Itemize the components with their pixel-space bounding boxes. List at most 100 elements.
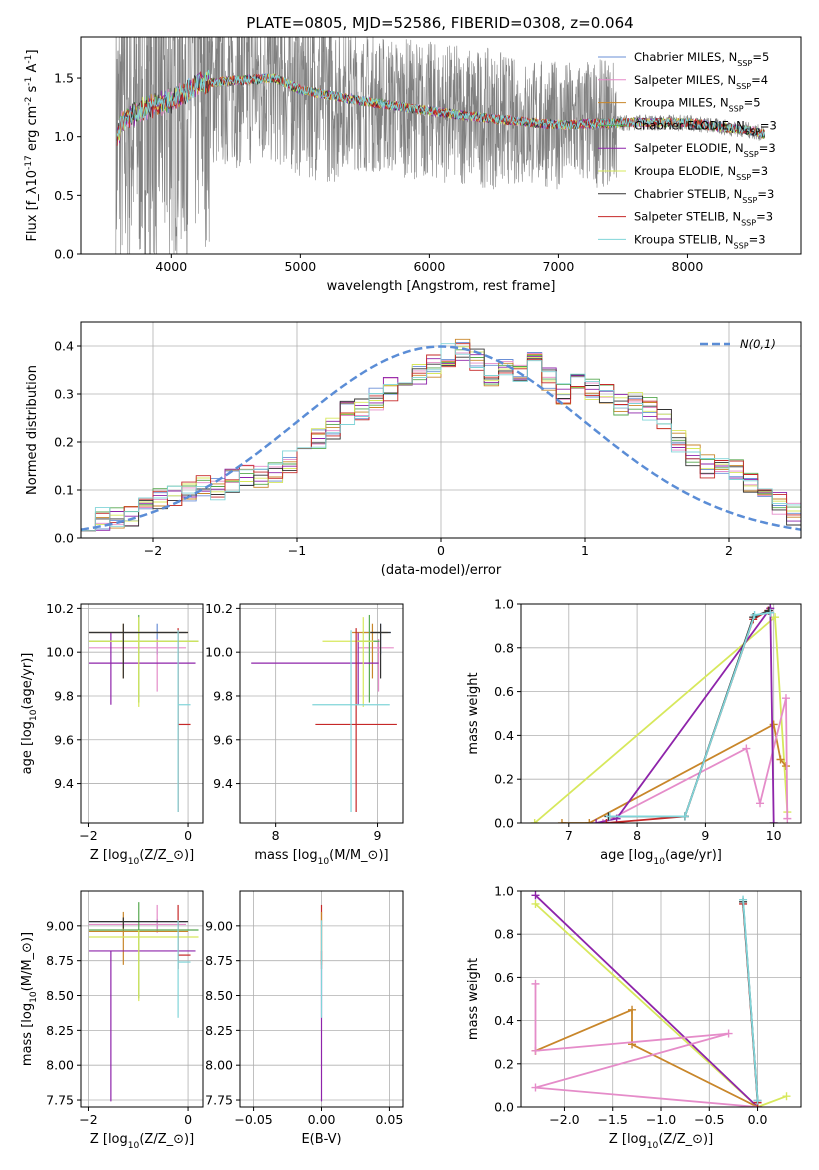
x-tick-label: −1.5 xyxy=(598,1112,628,1127)
x-tick-label: −1 xyxy=(288,543,306,558)
x-tick-label: 10 xyxy=(766,828,782,843)
x-axis-label: (data-model)/error xyxy=(381,563,502,578)
y-tick-label: 0.8 xyxy=(494,927,514,942)
y-axis-label: mass weight xyxy=(466,958,481,1040)
x-tick-label: 4000 xyxy=(155,259,187,274)
weight-marker xyxy=(531,1083,540,1092)
y-tick-label: 0.1 xyxy=(54,483,74,498)
y-tick-label: 9.6 xyxy=(213,732,233,747)
legend-label: Salpeter STELIB, NSSP=3 xyxy=(634,210,773,228)
y-tick-label: 0.0 xyxy=(54,531,74,546)
weight-marker xyxy=(769,819,778,823)
x-axis-label: Z [log10(Z/Z_⊙)] xyxy=(90,848,194,867)
y-tick-label: 0.5 xyxy=(54,188,74,203)
weight-marker xyxy=(592,819,601,823)
weight-marker xyxy=(531,1046,540,1055)
plot-area xyxy=(88,614,199,813)
y-tick-label: 0.8 xyxy=(494,640,514,655)
x-tick-label: −1.0 xyxy=(646,1112,676,1127)
x-tick-label: 1 xyxy=(581,543,589,558)
x-tick-label: 9 xyxy=(701,828,709,843)
weight-marker xyxy=(783,814,792,823)
plot-area xyxy=(115,37,766,254)
legend: Chabrier MILES, NSSP=5 Salpeter MILES, NS… xyxy=(598,50,777,250)
histogram-step xyxy=(81,343,801,538)
plot-residuals: −2 −1 0 1 2 0.0 0.1 0.2 0.3 0.4 (data-model)/error… xyxy=(25,321,802,578)
x-tick-label: 0.05 xyxy=(375,1112,403,1127)
weight-line xyxy=(535,1008,759,1107)
x-tick-label: 7 xyxy=(565,828,573,843)
x-axis-label: age [log10(age/yr)] xyxy=(600,848,722,867)
x-tick-label: −2 xyxy=(144,543,162,558)
normal-reference-curve xyxy=(81,345,801,531)
weight-line xyxy=(534,903,787,1107)
x-tick-label: 0 xyxy=(184,1112,192,1127)
chart-title: PLATE=0805, MJD=52586, FIBERID=0308, z=0… xyxy=(246,14,633,32)
weight-marker xyxy=(781,694,790,703)
x-axis-label: wavelength [Angstrom, rest frame] xyxy=(327,279,556,294)
y-tick-label: 8.25 xyxy=(46,1023,74,1038)
weight-line xyxy=(595,605,775,823)
legend-label: Kroupa STELIB, NSSP=3 xyxy=(634,232,766,250)
y-tick-label: 10.0 xyxy=(46,645,74,660)
weight-marker xyxy=(750,610,759,619)
x-tick-label: 2 xyxy=(725,543,733,558)
gridlines xyxy=(81,604,203,823)
weight-marker xyxy=(628,1005,637,1014)
y-axis-label: Normed distribution xyxy=(25,365,40,495)
y-tick-label: 0.0 xyxy=(494,816,514,831)
axes-frame xyxy=(80,890,204,1108)
x-tick-label: −2 xyxy=(79,1112,97,1127)
weight-marker xyxy=(753,1096,762,1105)
weight-marker xyxy=(771,613,780,622)
gridlines xyxy=(81,891,203,1107)
y-tick-label: 9.00 xyxy=(205,918,233,933)
legend-label: Chabrier MILES, NSSP=5 xyxy=(634,50,769,68)
weight-marker xyxy=(585,819,594,823)
weight-marker xyxy=(766,608,775,617)
plot-z_weight: −2.0 −1.5 −1.0 −0.5 0.0 0.0 0.2 0.4 0.6 0.8 1.0 Z [… xyxy=(466,884,802,1151)
x-tick-label: 8 xyxy=(272,828,280,843)
weight-line xyxy=(742,899,759,1101)
y-tick-label: 10.2 xyxy=(46,601,74,616)
plot-z_mass: −2 0 7.75 8.00 8.25 8.50 8.75 9.00 Z [log10(Z/Z_… xyxy=(20,890,204,1151)
y-tick-label: 10.0 xyxy=(205,645,233,660)
y-tick-label: 1.0 xyxy=(54,129,74,144)
axes-frame xyxy=(239,603,404,824)
model-line xyxy=(116,69,765,138)
y-tick-label: 7.75 xyxy=(46,1093,74,1108)
x-tick-label: −0.05 xyxy=(234,1112,272,1127)
plot-ebv_mass: −0.05 0.00 0.05 7.75 8.00 8.25 8.50 8.75 9.00 E(B… xyxy=(205,890,404,1147)
y-tick-label: 1.0 xyxy=(494,884,514,899)
x-tick-label: 7000 xyxy=(543,259,575,274)
x-tick-label: −2.0 xyxy=(549,1112,579,1127)
y-tick-label: 10.2 xyxy=(205,601,233,616)
y-tick-label: 0.2 xyxy=(494,772,514,787)
y-tick-label: 7.75 xyxy=(205,1093,233,1108)
legend-label: Chabrier STELIB, NSSP=3 xyxy=(634,187,774,205)
plot-spectrum: 4000 5000 6000 7000 8000 0.0 0.5 1.0 1.5 waveleng… xyxy=(24,14,802,294)
y-tick-label: 0.4 xyxy=(54,339,74,354)
y-tick-label: 8.50 xyxy=(205,988,233,1003)
y-axis-label: Flux [f_λ10-17 erg cm-2 s-1 A-1] xyxy=(24,49,40,241)
y-tick-label: 9.6 xyxy=(54,732,74,747)
weight-marker xyxy=(739,895,748,904)
plot-z_age: −2 0 9.4 9.6 9.8 10.0 10.2 Z [log10(Z/Z_⊙)] age … xyxy=(20,601,204,867)
y-tick-label: 0.6 xyxy=(494,684,514,699)
y-tick-label: 9.8 xyxy=(213,688,233,703)
weight-marker xyxy=(776,755,785,764)
gridlines xyxy=(521,603,801,824)
y-tick-label: 0.2 xyxy=(494,1056,514,1071)
legend-label: Chabrier ELODIE, NSSP=3 xyxy=(634,118,777,136)
weight-line xyxy=(534,894,759,1107)
plot-area xyxy=(531,891,791,1107)
gridlines xyxy=(521,890,801,1108)
legend-label: Kroupa MILES, NSSP=5 xyxy=(634,96,761,114)
y-tick-label: 0.3 xyxy=(54,387,74,402)
gridlines xyxy=(240,604,403,823)
weight-marker xyxy=(724,1029,733,1038)
y-tick-label: 9.8 xyxy=(54,688,74,703)
plot-area xyxy=(530,604,792,823)
y-tick-label: 0.0 xyxy=(54,247,74,262)
